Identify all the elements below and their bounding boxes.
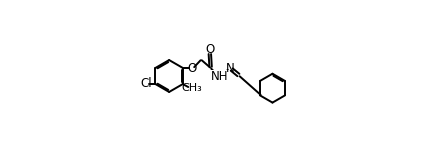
Text: CH₃: CH₃ xyxy=(181,83,202,93)
Text: Cl: Cl xyxy=(140,78,152,90)
Text: O: O xyxy=(187,62,196,74)
Text: NH: NH xyxy=(211,70,229,83)
Text: N: N xyxy=(226,62,234,74)
Text: O: O xyxy=(205,43,214,56)
